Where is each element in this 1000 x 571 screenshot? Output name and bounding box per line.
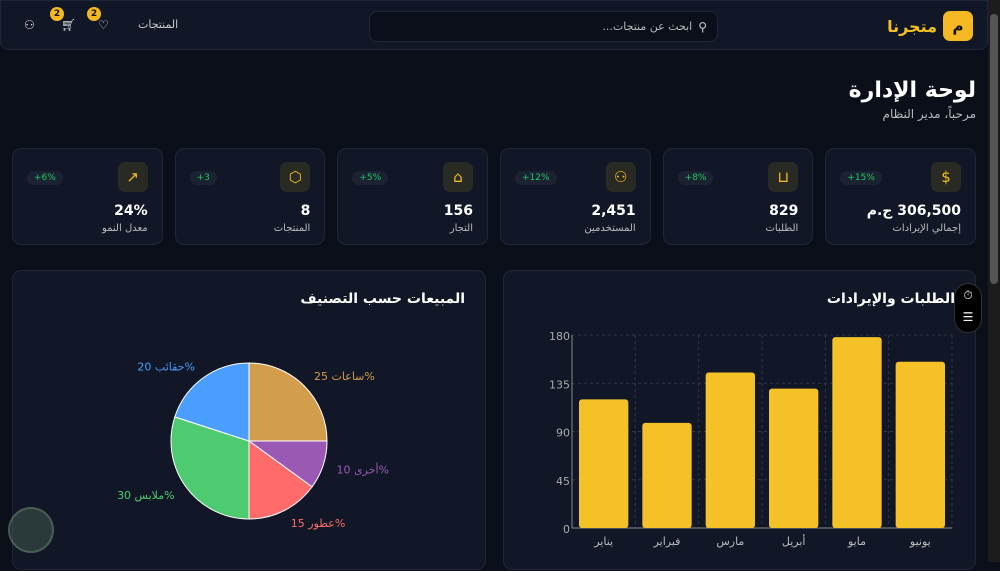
pie-slice — [174, 362, 250, 442]
stat-card-growth: ↗ +6% 24% معدل النمو — [11, 148, 163, 245]
logo-icon: م — [943, 11, 973, 41]
pie-slice — [248, 440, 313, 520]
stat-card-orders: ⊔ +8% 829 الطلبات — [662, 148, 814, 245]
top-navbar: م متجرنا ⚲ المنتجات ♡2 🛒︎2 ⚇ — [0, 0, 988, 50]
change-badge: +3 — [189, 171, 217, 185]
bar-chart-title: الطلبات والإيرادات — [826, 291, 955, 307]
user-icon: ⚇ — [24, 18, 35, 32]
stat-value: 829 — [769, 203, 799, 219]
pie-slice — [248, 362, 328, 442]
y-tick-label: 45 — [556, 475, 570, 488]
scrollbar[interactable] — [988, 0, 1000, 562]
stat-value: 306,500 ج.م — [866, 203, 961, 219]
dollar-icon: $ — [931, 162, 961, 192]
y-tick-label: 135 — [549, 378, 570, 391]
search-bar: ⚲ — [369, 11, 718, 42]
stat-label: معدل النمو — [101, 223, 148, 234]
menu-icon[interactable]: ☰ — [962, 310, 974, 324]
y-tick-label: 180 — [549, 330, 570, 343]
y-tick-label: 90 — [556, 427, 570, 440]
trending-up-icon: ↗ — [117, 162, 148, 192]
floating-toolbar: ⏱ ☰ — [954, 283, 982, 333]
bar — [832, 337, 882, 528]
x-tick-label: يناير — [593, 535, 613, 548]
stat-label: المستخدمين — [584, 223, 636, 234]
change-badge: +6% — [26, 171, 63, 185]
change-badge: +5% — [352, 171, 389, 185]
pie-label: حقائب 20% — [137, 361, 195, 374]
change-badge: +12% — [514, 171, 557, 185]
search-input[interactable] — [380, 20, 693, 33]
user-button[interactable]: ⚇ — [24, 18, 35, 32]
stat-label: الطلبات — [765, 223, 799, 234]
stats-cards: $ +15% 306,500 ج.م إجمالي الإيرادات ⊔ +8% 829… — [11, 148, 976, 245]
x-tick-label: مارس — [716, 535, 744, 548]
pie-label: ساعات 25% — [314, 370, 375, 383]
stat-value: 156 — [443, 203, 473, 219]
bar — [642, 422, 692, 528]
change-badge: +15% — [840, 171, 882, 185]
orders-revenue-panel: الطلبات والإيرادات 0 45 90 135 180 يناير فبراي… — [503, 270, 976, 570]
pie-chart-title: المبيعات حسب التصنيف — [300, 291, 465, 307]
box-icon: ⬡ — [280, 162, 311, 192]
cart-badge: 2 — [50, 7, 64, 21]
cart-button[interactable]: 🛒︎ 2 — [50, 7, 77, 32]
bar-chart: 0 45 90 135 180 يناير فبراير مارس أبريل مايو يونيو — [549, 330, 953, 548]
stat-label: المنتجات — [273, 223, 311, 234]
stat-label: التجار — [449, 223, 473, 234]
wishlist-badge: 2 — [87, 7, 101, 21]
page-title: لوحة الإدارة — [848, 78, 976, 103]
pie-label: أخرى 10% — [336, 462, 389, 476]
bar — [769, 388, 819, 528]
users-icon: ⚇ — [605, 162, 636, 192]
products-link[interactable]: المنتجات — [138, 18, 179, 31]
x-tick-label: مايو — [847, 535, 866, 548]
bar — [705, 372, 755, 528]
x-tick-label: فبراير — [653, 535, 681, 548]
logo[interactable]: م متجرنا — [887, 11, 973, 41]
store-icon: ⌂ — [442, 162, 473, 192]
stat-card-merchants: ⌂ +5% 156 التجار — [337, 148, 488, 245]
stat-card-products: ⬡ +3 8 المنتجات — [174, 148, 326, 245]
stat-value: 8 — [300, 203, 311, 219]
stat-value: 24% — [114, 203, 148, 219]
timer-icon[interactable]: ⏱ — [963, 288, 973, 302]
x-tick-label: أبريل — [782, 534, 806, 548]
page-subtitle: مرحباً، مدير النظام — [882, 107, 976, 121]
search-icon: ⚲ — [698, 19, 707, 34]
scrollbar-thumb[interactable] — [990, 14, 998, 284]
pie-slice — [170, 416, 250, 520]
y-tick-label: 0 — [563, 523, 570, 536]
wishlist-button[interactable]: ♡ 2 — [87, 7, 109, 32]
pie-label: عطور 15% — [291, 517, 346, 530]
stat-label: إجمالي الإيرادات — [892, 223, 961, 234]
cart-icon: 🛒︎ — [61, 18, 77, 32]
heart-icon: ♡ — [98, 18, 109, 32]
x-tick-label: يونيو — [909, 535, 931, 548]
stat-value: 2,451 — [591, 203, 636, 219]
bar — [579, 399, 629, 528]
watermark-logo — [8, 507, 54, 553]
bar — [895, 361, 945, 528]
logo-text: متجرنا — [887, 16, 937, 36]
sales-by-category-panel: المبيعات حسب التصنيف ساعات 25% أخرى 10% عط… — [12, 270, 486, 570]
change-badge: +8% — [677, 171, 714, 185]
pie-label: ملابس 30% — [117, 489, 175, 502]
shopping-bag-icon: ⊔ — [768, 162, 799, 192]
pie-chart: ساعات 25% أخرى 10% عطور 15% ملابس 30% حقائب … — [117, 361, 389, 530]
stat-card-users: ⚇ +12% 2,451 المستخدمين — [499, 148, 651, 245]
stat-card-revenue: $ +15% 306,500 ج.م إجمالي الإيرادات — [825, 148, 976, 245]
